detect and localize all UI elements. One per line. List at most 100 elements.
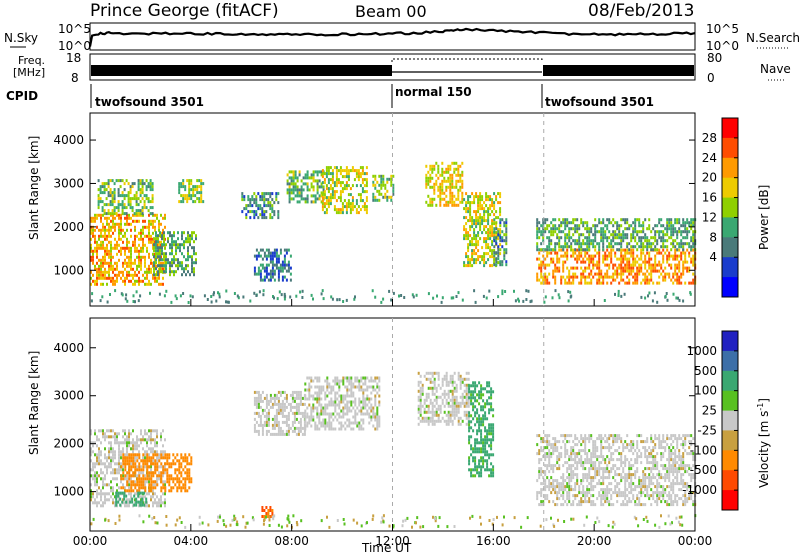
heatmap-cell	[376, 415, 379, 419]
heatmap-cell	[359, 208, 362, 212]
heatmap-cell	[153, 273, 155, 277]
heatmap-cell	[257, 399, 260, 403]
heatmap-cell	[265, 393, 268, 397]
heatmap-cell	[136, 234, 138, 238]
heatmap-cell	[457, 401, 460, 405]
heatmap-cell	[544, 227, 547, 231]
heatmap-cell	[273, 210, 276, 214]
heatmap-cell	[131, 185, 134, 189]
heatmap-cell	[666, 260, 669, 264]
heatmap-cell	[368, 397, 371, 401]
heatmap-cell	[588, 233, 591, 237]
heatmap-cell	[360, 376, 363, 380]
heatmap-cell	[329, 187, 332, 191]
heatmap-cell	[128, 486, 130, 490]
heatmap-cell	[263, 254, 266, 258]
heatmap-cell	[177, 231, 179, 235]
heatmap-cell	[326, 394, 329, 398]
heatmap-cell	[312, 403, 315, 407]
heatmap-cell	[273, 402, 276, 406]
heatmap-cell	[263, 396, 266, 400]
heatmap-cell	[148, 234, 150, 238]
heatmap-cell	[267, 411, 270, 415]
heatmap-cell	[158, 453, 160, 457]
heatmap-cell	[431, 419, 434, 423]
heatmap-cell	[427, 410, 430, 414]
heatmap-cell	[477, 255, 480, 259]
heatmap-cell	[652, 236, 655, 240]
heatmap-cell	[273, 296, 275, 300]
heatmap-cell	[163, 258, 165, 262]
heatmap-cell	[457, 410, 460, 414]
heatmap-cell	[465, 234, 468, 238]
heatmap-cell	[453, 386, 456, 390]
heatmap-cell	[359, 193, 362, 197]
heatmap-cell	[128, 222, 130, 226]
heatmap-cell	[90, 282, 92, 286]
heatmap-cell	[449, 398, 452, 402]
heatmap-cell	[96, 471, 98, 475]
heatmap-cell	[122, 456, 125, 460]
heatmap-cell	[173, 240, 175, 244]
heatmap-cell	[429, 164, 432, 168]
heatmap-cell	[338, 406, 341, 410]
heatmap-cell	[664, 239, 667, 243]
heatmap-cell	[491, 219, 494, 223]
heatmap-cell	[259, 393, 262, 397]
heatmap-cell	[99, 200, 102, 204]
heatmap-cell	[129, 185, 132, 189]
heatmap-cell	[146, 456, 149, 460]
heatmap-cell	[350, 376, 353, 380]
heatmap-cell	[160, 240, 162, 244]
heatmap-cell	[415, 293, 418, 297]
heatmap-cell	[144, 255, 146, 259]
heatmap-cell	[106, 252, 108, 256]
heatmap-cell	[604, 275, 607, 279]
heatmap-cell	[470, 414, 473, 418]
heatmap-cell	[141, 491, 144, 495]
heatmap-cell	[299, 396, 302, 400]
heatmap-cell	[280, 293, 283, 297]
heatmap-cell	[374, 394, 377, 398]
heatmap-cell	[143, 206, 146, 210]
heatmap-cell	[112, 471, 114, 475]
heatmap-cell	[105, 197, 108, 201]
heatmap-cell	[491, 222, 494, 226]
heatmap-cell	[554, 224, 557, 228]
heatmap-cell	[598, 278, 601, 282]
heatmap-cell	[283, 257, 286, 261]
heatmap-cell	[151, 182, 154, 186]
heatmap-cell	[477, 249, 480, 253]
heatmap-cell	[451, 173, 454, 177]
heatmap-cell	[166, 477, 169, 481]
heatmap-cell	[546, 251, 549, 255]
heatmap-cell	[110, 267, 112, 271]
heatmap-cell	[271, 207, 274, 211]
heatmap-cell	[277, 432, 280, 436]
heatmap-cell	[487, 210, 490, 214]
heatmap-cell	[181, 234, 183, 238]
heatmap-cell	[370, 403, 373, 407]
heatmap-cell	[592, 275, 595, 279]
heatmap-cell	[109, 200, 112, 204]
heatmap-cell	[479, 195, 482, 199]
heatmap-cell	[340, 394, 343, 398]
heatmap-cell	[142, 477, 145, 481]
heatmap-cell	[128, 435, 130, 439]
heatmap-cell	[100, 453, 102, 457]
heatmap-cell	[118, 444, 120, 448]
heatmap-cell	[306, 197, 309, 201]
heatmap-cell	[90, 432, 92, 436]
heatmap-cell	[429, 380, 432, 384]
heatmap-cell	[148, 240, 150, 244]
heatmap-cell	[485, 198, 488, 202]
heatmap-cell	[144, 258, 146, 262]
heatmap-cell	[265, 269, 268, 273]
heatmap-cell	[470, 435, 473, 439]
heatmap-cell	[186, 471, 189, 475]
heatmap-cell	[680, 257, 683, 261]
heatmap-cell	[189, 237, 191, 241]
heatmap-cell	[114, 453, 116, 457]
heatmap-cell	[139, 500, 142, 504]
heatmap-cell	[283, 408, 286, 412]
